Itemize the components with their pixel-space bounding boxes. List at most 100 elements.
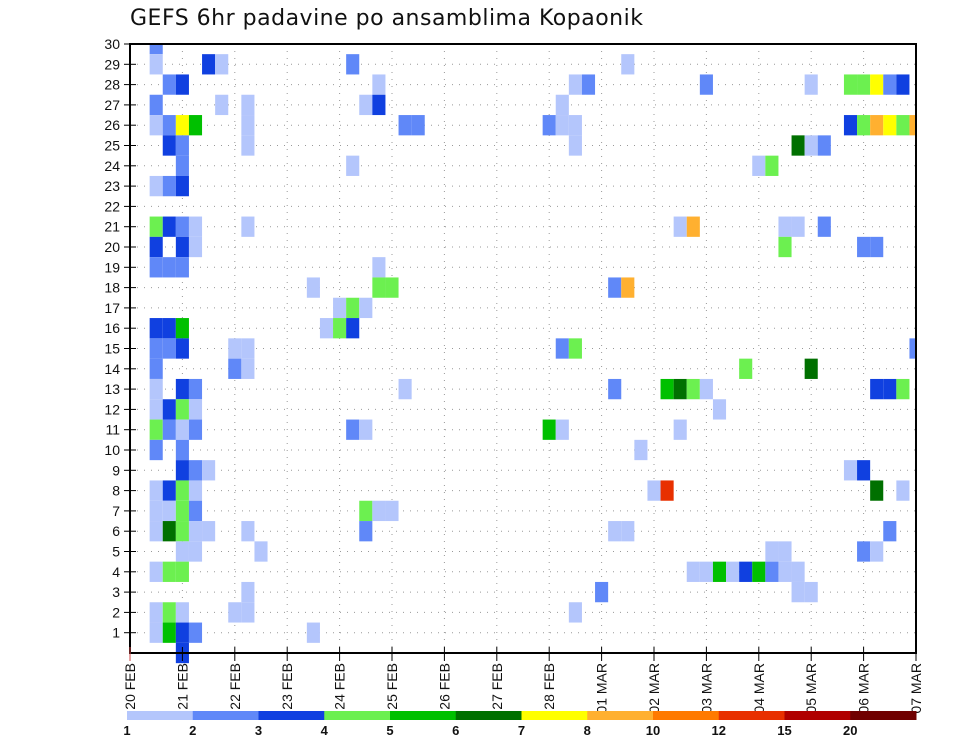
x-tick-label: 27 FEB	[489, 663, 505, 710]
heatmap-cell	[857, 460, 871, 481]
x-tick-label: 28 FEB	[541, 663, 557, 710]
heatmap-cell	[870, 74, 884, 95]
heatmap-cell	[149, 561, 163, 582]
heatmap-cell	[202, 54, 216, 75]
heatmap-cell	[686, 561, 700, 582]
y-tick-label: 18	[104, 280, 120, 296]
heatmap-cell	[175, 155, 189, 176]
heatmap-cell	[162, 135, 176, 156]
x-tick-label: 06 MAR	[856, 663, 872, 714]
heatmap-cell	[175, 236, 189, 258]
heatmap-cell	[634, 439, 648, 461]
heatmap-cell	[555, 115, 569, 136]
heatmap-cell	[896, 115, 910, 136]
heatmap-cell	[791, 581, 805, 603]
heatmap-cell	[346, 297, 360, 319]
heatmap-cell	[909, 115, 916, 136]
y-tick-label: 6	[112, 523, 120, 539]
legend-swatch	[324, 711, 391, 720]
heatmap-cell	[162, 74, 176, 95]
heatmap-cell	[175, 399, 189, 420]
x-tick-label: 01 MAR	[594, 663, 610, 714]
heatmap-cell	[149, 439, 163, 461]
heatmap-cell	[162, 216, 176, 237]
heatmap-cell	[647, 480, 661, 501]
legend-label: 8	[584, 723, 591, 738]
heatmap-cell	[372, 500, 386, 522]
heatmap-cell	[162, 175, 176, 197]
heatmap-cell	[568, 338, 582, 359]
heatmap-cell	[568, 135, 582, 156]
legend-label: 7	[518, 723, 525, 738]
heatmap-cell	[175, 480, 189, 501]
heatmap-cell	[241, 338, 255, 359]
heatmap-cell	[149, 602, 163, 623]
legend-label: 12	[712, 723, 726, 738]
heatmap-cell	[712, 561, 727, 582]
heatmap-cell	[149, 500, 163, 522]
heatmap-cell	[149, 480, 163, 501]
heatmap-cell	[765, 541, 779, 562]
heatmap-cell	[188, 460, 203, 481]
legend-swatch	[587, 711, 654, 720]
heatmap-cell	[188, 216, 203, 237]
heatmap-cell	[254, 541, 268, 562]
heatmap-cell	[883, 521, 897, 542]
heatmap-cell	[870, 236, 884, 258]
heatmap-cell	[608, 521, 622, 542]
legend-swatch	[127, 711, 194, 720]
heatmap-cell	[581, 74, 596, 95]
heatmap-cell	[896, 74, 910, 95]
heatmap-cell	[608, 378, 622, 400]
heatmap-cell	[673, 378, 687, 400]
legend-swatch	[521, 711, 588, 720]
legend-swatch	[258, 711, 325, 720]
heatmap-cell	[162, 500, 176, 522]
heatmap-cell	[175, 378, 189, 400]
legend-label: 20	[843, 723, 857, 738]
heatmap-cell	[175, 460, 189, 481]
heatmap-cell	[542, 419, 556, 440]
heatmap-cell	[188, 480, 203, 501]
heatmap-cell	[804, 358, 818, 379]
heatmap-cell	[162, 318, 176, 339]
heatmap-cell	[883, 115, 897, 136]
heatmap-cell	[241, 115, 255, 136]
heatmap-cell	[188, 622, 203, 643]
heatmap-cell	[568, 74, 582, 95]
heatmap-cell	[149, 521, 163, 542]
heatmap-cell	[306, 277, 320, 298]
heatmap-cell	[188, 500, 203, 522]
heatmap-cell	[791, 135, 805, 156]
heatmap-cell	[175, 257, 189, 278]
legend-label: 6	[452, 723, 459, 738]
heatmap-cell	[162, 602, 176, 623]
heatmap-cell	[699, 74, 713, 95]
heatmap-cell	[699, 561, 713, 582]
heatmap-cell	[149, 54, 163, 75]
heatmap-cell	[175, 419, 189, 440]
heatmap-cell	[319, 318, 334, 339]
heatmap-cell	[175, 216, 189, 237]
y-tick-label: 14	[104, 361, 120, 377]
heatmap-cell	[175, 135, 189, 156]
heatmap-cell	[857, 74, 871, 95]
heatmap-cell	[175, 115, 189, 136]
legend-label: 15	[777, 723, 791, 738]
heatmap-cell	[804, 74, 818, 95]
heatmap-cell	[843, 74, 858, 95]
heatmap-cell	[870, 378, 884, 400]
heatmap-cell	[686, 216, 700, 237]
heatmap-cell	[896, 378, 910, 400]
y-tick-label: 17	[104, 300, 120, 316]
heatmap-cell	[359, 500, 373, 522]
heatmap-cell	[883, 74, 897, 95]
heatmap-cell	[739, 561, 753, 582]
heatmap-cell	[149, 216, 163, 237]
heatmap-cell	[175, 74, 189, 95]
heatmap-cell	[621, 54, 635, 75]
heatmap-cell	[699, 378, 713, 400]
heatmap-cell	[765, 561, 779, 582]
heatmap-cell	[752, 155, 766, 176]
